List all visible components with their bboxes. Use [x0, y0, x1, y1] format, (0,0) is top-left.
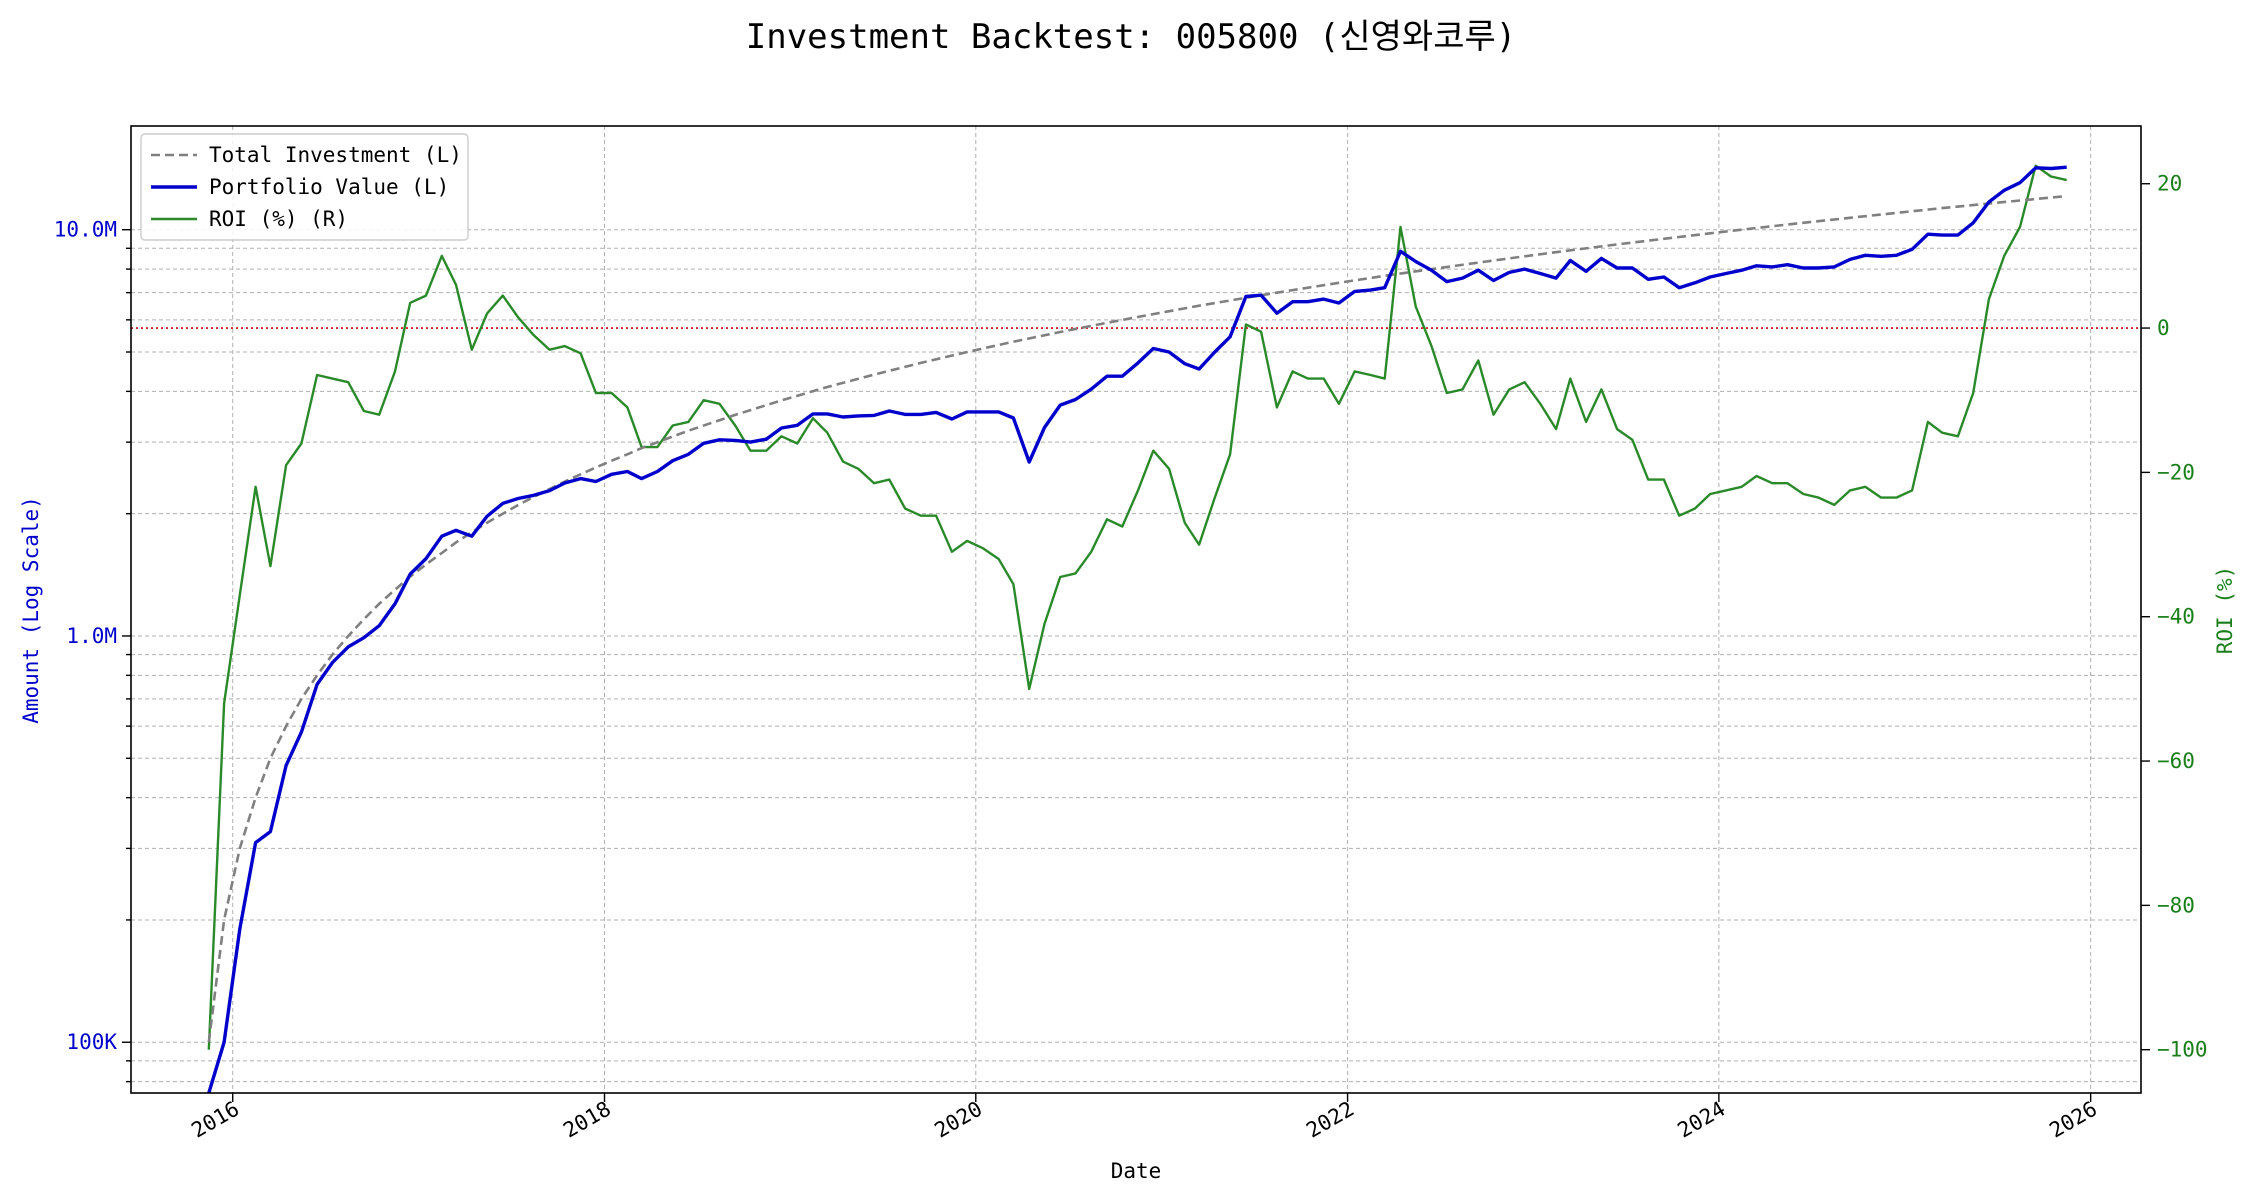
left-tick-label: 1.0M [66, 624, 117, 648]
legend-label-roi: ROI (%) (R) [209, 207, 348, 231]
x-tick-label: 2020 [930, 1097, 986, 1143]
legend-label-portfolio: Portfolio Value (L) [209, 175, 449, 199]
investment-line [207, 194, 2067, 1043]
x-axis-label: Date [1111, 1159, 1162, 1183]
left-tick-label: 100K [66, 1030, 117, 1054]
x-tick-label: 2022 [1302, 1097, 1358, 1143]
right-axis-label: ROI (%) [2213, 566, 2237, 655]
right-tick-label: −80 [2157, 893, 2195, 917]
chart-title: Investment Backtest: 005800 (신영와코루) [746, 17, 1517, 57]
x-tick-label: 2018 [559, 1097, 615, 1143]
right-tick-label: −40 [2157, 605, 2195, 629]
legend-label-investment: Total Investment (L) [209, 143, 462, 167]
right-tick-label: −20 [2157, 460, 2195, 484]
right-tick-label: 20 [2157, 172, 2182, 196]
x-axis-ticks: 2016 2018 2020 2022 2024 2026 [187, 1093, 2101, 1143]
portfolio-line [207, 165, 2067, 1094]
legend: Total Investment (L) Portfolio Value (L)… [140, 133, 469, 241]
left-tick-label: 10.0M [54, 218, 117, 242]
left-axis-ticks: 100K 1.0M 10.0M [54, 218, 131, 1083]
roi-line [207, 164, 2067, 1050]
series-layer [131, 164, 2141, 1094]
plot-frame [130, 125, 2142, 1094]
x-tick-label: 2026 [2045, 1097, 2101, 1143]
right-tick-label: 0 [2157, 316, 2170, 340]
right-tick-label: −100 [2157, 1038, 2208, 1062]
x-tick-label: 2016 [187, 1097, 243, 1143]
left-axis-label: Amount (Log Scale) [19, 496, 43, 724]
grid [131, 126, 2141, 1093]
legend-box [140, 133, 469, 241]
x-tick-label: 2024 [1674, 1097, 1730, 1143]
right-tick-label: −60 [2157, 749, 2195, 773]
right-axis-ticks: 20 0 −20 −40 −60 −80 −100 [2141, 172, 2208, 1062]
